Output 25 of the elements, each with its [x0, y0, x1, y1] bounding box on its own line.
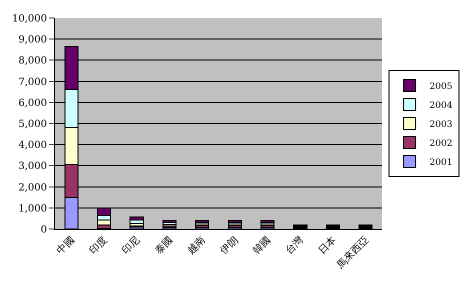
- x-tick-label: 日本: [316, 234, 339, 257]
- x-tick-label: 韓國: [250, 234, 274, 257]
- y-tick-label: 10,000: [12, 14, 47, 24]
- y-tick-label: 6,000: [18, 98, 47, 109]
- legend-label: 2002: [430, 139, 452, 150]
- x-tick-label: 中國: [54, 234, 78, 257]
- y-tick-label: 4,000: [18, 140, 47, 152]
- x-tick-label: 伊朗: [218, 234, 241, 257]
- y-tick-label: 1,000: [18, 203, 47, 214]
- y-tick-label: 3,000: [18, 161, 47, 172]
- legend-label: 2001: [430, 158, 452, 168]
- x-tick-label: 印尼: [120, 234, 142, 257]
- legend-label: 2005: [430, 82, 453, 92]
- y-tick-label: 9,000: [18, 34, 47, 46]
- y-tick-label: 7,000: [18, 76, 47, 88]
- y-tick-label: 2,000: [18, 182, 47, 194]
- x-tick-label: 台灣: [283, 234, 306, 257]
- x-tick-label: 越南: [185, 234, 208, 257]
- x-tick-label: 泰國: [153, 234, 176, 257]
- y-tick-label: 0: [40, 224, 47, 236]
- legend-label: 2004: [430, 101, 453, 112]
- x-tick-label: 印度: [87, 234, 110, 257]
- legend-label: 2003: [430, 120, 453, 130]
- y-tick-label: 8,000: [18, 56, 47, 67]
- y-tick-label: 5,000: [18, 119, 47, 130]
